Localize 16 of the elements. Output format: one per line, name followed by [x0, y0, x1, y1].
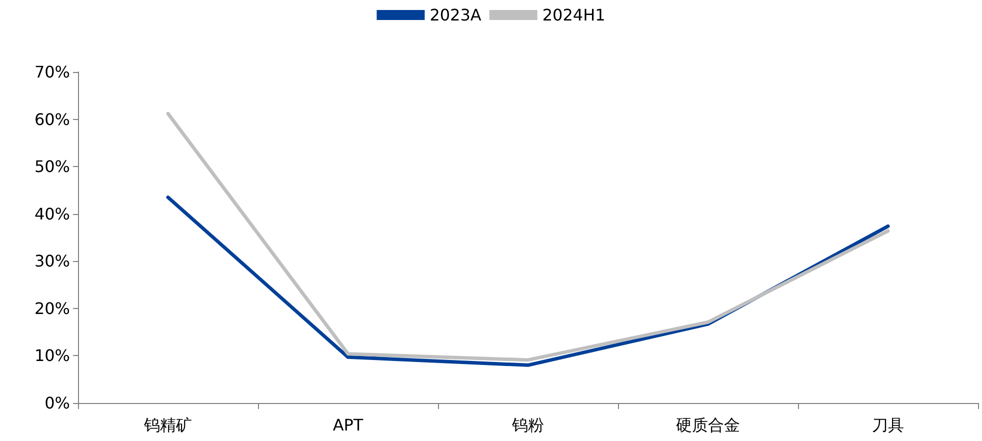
x-tick-label: 钨粉 — [511, 416, 544, 434]
y-tick-label: 30% — [34, 252, 70, 271]
y-tick-label: 40% — [34, 204, 70, 224]
y-tick-label: 60% — [34, 110, 70, 129]
x-tick-label: 钨精矿 — [143, 416, 192, 434]
line-series — [166, 112, 890, 362]
x-tick-label: 刀具 — [872, 416, 904, 434]
legend-label: 2024H1 — [542, 6, 606, 24]
y-tick-label: 10% — [34, 346, 70, 366]
x-tick-label: APT — [332, 416, 364, 434]
x-tick-label: 硬质合金 — [676, 416, 740, 434]
y-tick-label: 50% — [34, 157, 70, 176]
y-tick-label: 70% — [34, 62, 70, 82]
legend-label: 2023A — [430, 6, 482, 24]
y-tick-label: 0% — [44, 394, 70, 412]
y-tick-label: 20% — [34, 298, 70, 318]
